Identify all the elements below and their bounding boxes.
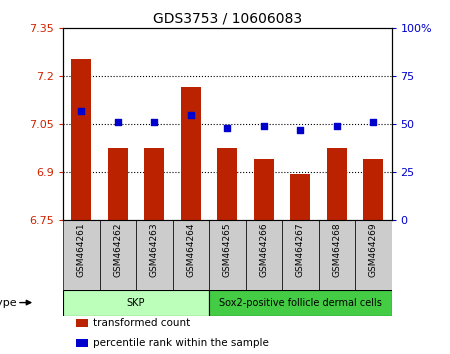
Text: Sox2-positive follicle dermal cells: Sox2-positive follicle dermal cells: [219, 298, 382, 308]
Bar: [209, 220, 246, 290]
Bar: [63, 220, 99, 290]
Text: GSM464267: GSM464267: [296, 223, 305, 277]
Bar: [290, 173, 310, 220]
Bar: [76, 319, 88, 327]
Text: GSM464268: GSM464268: [332, 223, 341, 277]
Point: [297, 127, 304, 133]
Point: [333, 123, 340, 129]
Point: [260, 123, 267, 129]
Point: [369, 119, 377, 125]
Bar: [282, 220, 319, 290]
Text: GSM464266: GSM464266: [259, 223, 268, 277]
Point: [151, 119, 158, 125]
Bar: [172, 220, 209, 290]
Text: GSM464269: GSM464269: [369, 223, 378, 277]
Bar: [136, 220, 172, 290]
Bar: [209, 290, 392, 316]
Text: transformed count: transformed count: [93, 318, 190, 328]
Bar: [71, 59, 91, 220]
Point: [78, 108, 85, 114]
Bar: [99, 220, 136, 290]
Text: GSM464264: GSM464264: [186, 223, 195, 277]
Bar: [327, 148, 347, 220]
Text: SKP: SKP: [127, 298, 145, 308]
Bar: [355, 220, 392, 290]
Title: GDS3753 / 10606083: GDS3753 / 10606083: [153, 12, 302, 26]
Bar: [181, 87, 201, 220]
Text: percentile rank within the sample: percentile rank within the sample: [93, 338, 269, 348]
Point: [114, 119, 122, 125]
Point: [187, 112, 194, 117]
Bar: [246, 220, 282, 290]
Bar: [63, 290, 209, 316]
Point: [224, 125, 231, 131]
Text: cell type: cell type: [0, 298, 17, 308]
Bar: [144, 148, 164, 220]
Bar: [76, 339, 88, 347]
Bar: [108, 148, 128, 220]
Text: GSM464261: GSM464261: [77, 223, 86, 277]
Text: GSM464262: GSM464262: [113, 223, 122, 277]
Bar: [319, 220, 355, 290]
Text: GSM464265: GSM464265: [223, 223, 232, 277]
Bar: [254, 159, 274, 220]
Bar: [217, 148, 237, 220]
Bar: [363, 159, 383, 220]
Text: GSM464263: GSM464263: [150, 223, 159, 277]
